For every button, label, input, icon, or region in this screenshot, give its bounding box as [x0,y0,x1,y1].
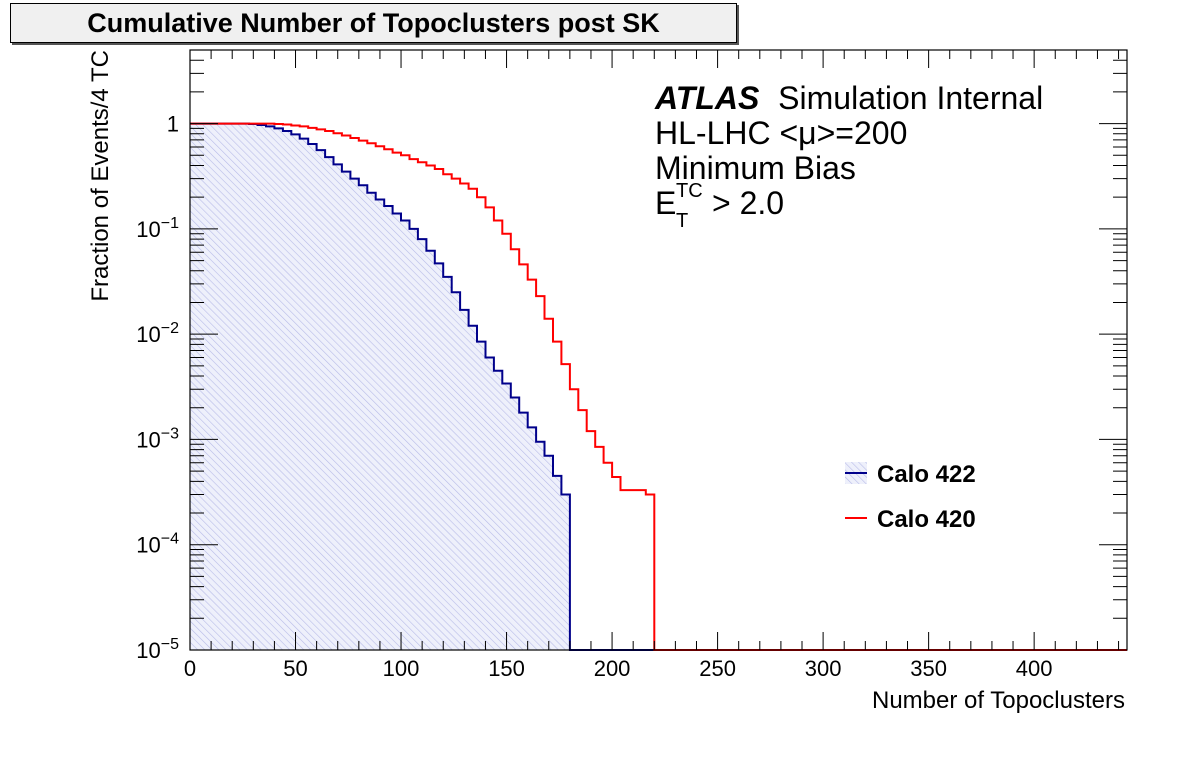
series-line-calo-420 [190,122,1127,651]
x-tick-label: 0 [184,656,196,681]
x-tick-label: 100 [383,656,420,681]
series-fill-calo-422 [190,123,579,651]
y-tick-label: 10−3 [136,425,179,452]
y-axis-title: Fraction of Events/4 TC [87,50,114,302]
et-superscript: TC [676,180,703,202]
svg-text:ATLAS Simulation Interna: ATLAS Simulation Internal [654,80,1043,116]
et-subscript: T [676,210,688,232]
y-tick-label: 10−1 [136,215,179,242]
fill-layer [190,123,579,651]
x-tick-label: 400 [1016,656,1053,681]
x-tick-label: 250 [699,656,736,681]
svg-text:E: E [655,185,676,221]
x-tick-label: 200 [594,656,631,681]
y-tick-label: 10−5 [136,636,179,663]
y-tick-label: 1 [167,112,179,137]
atlas-annotation: ATLAS Simulation Internal HL-LHC <μ>=200… [654,80,1043,232]
atlas-status: Simulation Internal [778,80,1043,116]
et-symbol: E [655,185,676,221]
x-tick-label: 300 [805,656,842,681]
pileup-prefix: HL-LHC < [655,115,798,151]
legend-label-calo-422: Calo 422 [877,461,976,488]
pileup-suffix: >=200 [817,115,908,151]
legend: Calo 422 Calo 420 [845,461,976,533]
svg-text:HL-LHC <μ>=200: HL-LHC <μ>=200 [655,115,907,151]
pileup-mu: μ [798,115,816,151]
x-axis-title: Number of Topoclusters [872,687,1125,714]
x-tick-label: 150 [488,656,525,681]
x-tick-label: 50 [283,656,307,681]
y-tick-label: 10−4 [136,531,179,558]
sample-label: Minimum Bias [655,150,856,186]
x-tick-label: 350 [910,656,947,681]
y-tick-label: 10−2 [136,320,179,347]
legend-label-calo-420: Calo 420 [877,506,976,533]
x-tick-labels: 0 50 100 150 200 250 300 350 400 [184,656,1053,681]
plot-frame [189,49,1128,651]
y-tick-labels: 10−5 10−4 10−3 10−2 10−1 1 [136,112,179,663]
atlas-label: ATLAS [654,80,760,116]
series-line-calo-422 [190,122,1127,651]
et-threshold: > 2.0 [712,185,784,221]
chart-title: Cumulative Number of Topoclusters post S… [10,3,737,43]
series-layer [190,122,1127,651]
